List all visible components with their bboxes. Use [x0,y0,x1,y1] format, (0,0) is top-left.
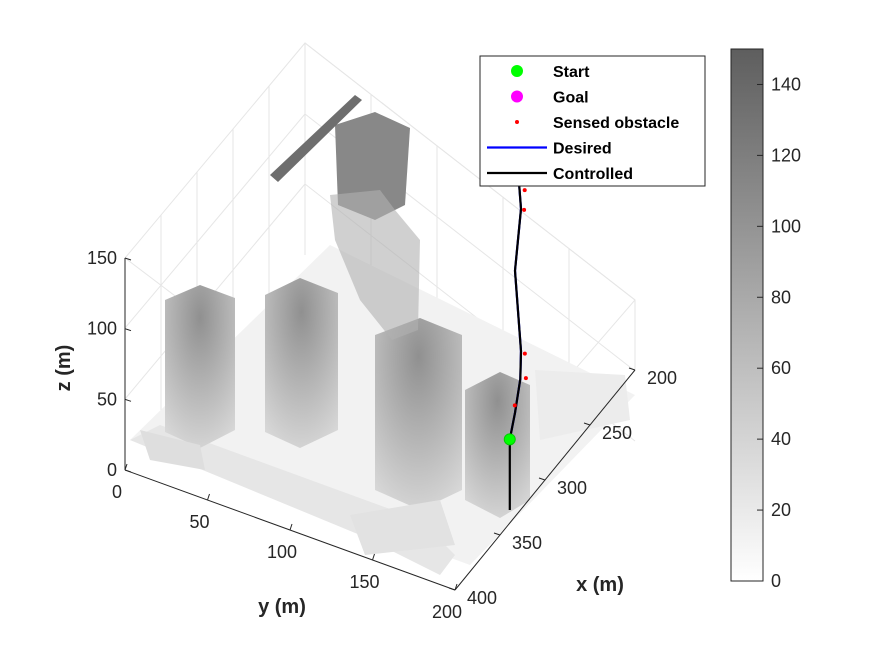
z-tick-mark [124,328,132,332]
building-cloud [165,285,235,448]
ground-cloud [140,430,205,470]
z-tick-label: 100 [87,319,117,339]
building-cloud [265,278,338,448]
legend-label: Goal [553,90,589,107]
x-tick-label: 350 [512,533,542,553]
building-cloud [465,372,530,518]
colorbar-tick-label: 20 [771,500,791,520]
y-tick-mark [207,493,210,501]
y-tick-label: 100 [267,542,297,562]
z-tick-mark [124,257,132,261]
building-cloud [375,318,462,510]
x-tick-mark [538,477,546,481]
z-tick-label: 50 [97,389,117,409]
legend-label: Desired [553,141,612,158]
z-tick-mark [124,469,132,473]
legend-marker [511,90,523,103]
y-tick-mark [372,553,375,561]
colorbar-tick-label: 100 [771,216,801,236]
x-tick-mark [583,422,591,426]
colorbar: 0 20 40 60 80 100 120 140 [730,48,801,591]
ground-cloud [535,370,630,440]
sensed-obstacle-point [512,403,517,408]
x-axis-label: x (m) [576,574,624,596]
tower-debris-cloud [330,190,420,340]
y-axis-label: y (m) [258,596,306,618]
ground-cloud [350,500,455,555]
legend-label: Start [553,64,590,81]
z-tick-mark [124,398,132,402]
y-tick-label: 150 [349,572,379,592]
x-tick-label: 300 [557,478,587,498]
colorbar-tick-label: 120 [771,145,801,165]
legend-marker [511,65,523,77]
sensed-obstacle-point [522,351,527,356]
sensed-obstacle-point [522,207,527,212]
x-tick-label: 200 [647,368,677,388]
x-tick-mark [448,587,456,591]
y-tick-mark [454,583,458,591]
x-tick-mark [628,367,636,371]
y-tick-mark [124,463,128,471]
colorbar-tick-label: 40 [771,429,791,449]
y-tick-label: 50 [189,512,209,532]
colorbar-tick-label: 140 [771,74,801,94]
colorbar-ticks: 0 20 40 60 80 100 120 140 [757,74,801,591]
x-tick-mark [493,532,501,536]
x-tick-label: 400 [467,588,497,608]
colorbar-tick-label: 0 [771,571,781,591]
z-tick-label: 150 [87,248,117,268]
legend-marker [515,120,519,124]
y-tick-label: 0 [112,482,122,502]
sensed-obstacle-point [523,376,528,381]
tower-arm-cloud [270,95,362,182]
legend-label: Controlled [553,166,633,183]
colorbar-gradient [730,48,764,582]
axis-ticks: 0 50 100 150 0 50 100 150 200 200 250 300 350 400 [87,248,677,622]
legend: Start Goal Sensed obstacle Desired Controlle… [479,55,706,187]
sensed-obstacle-point [522,188,527,193]
legend-label: Sensed obstacle [553,115,679,132]
y-tick-label: 200 [432,602,462,622]
y-tick-mark [289,523,293,531]
colorbar-tick-label: 80 [771,287,791,307]
z-tick-label: 0 [107,460,117,480]
z-axis-label: z (m) [53,345,75,392]
colorbar-tick-label: 60 [771,358,791,378]
x-tick-label: 250 [602,423,632,443]
start-marker [503,433,516,446]
